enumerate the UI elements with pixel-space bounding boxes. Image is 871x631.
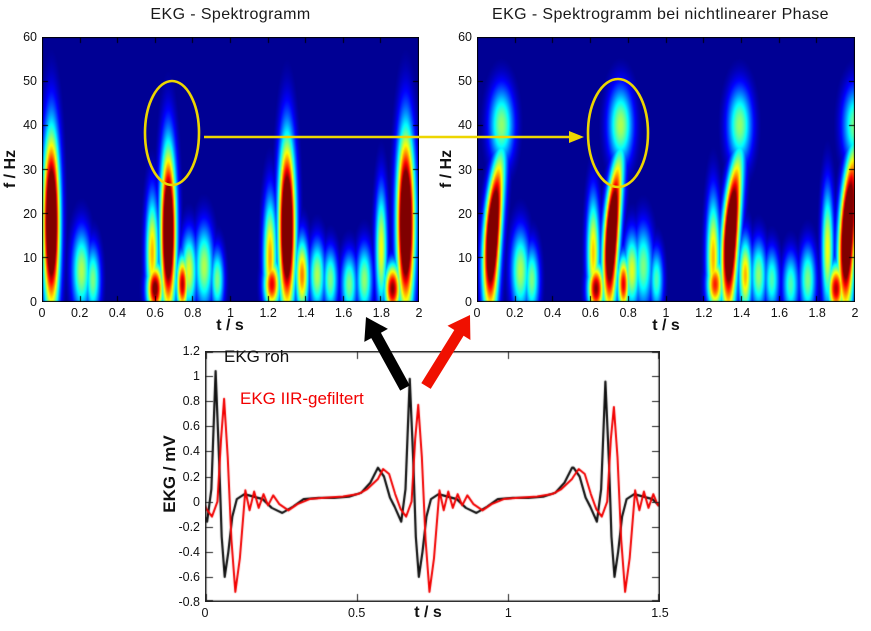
ekg-ytick-0.2: 0.2: [182, 469, 200, 484]
spec-left-xtick-1.2: 1.2: [259, 306, 277, 320]
spec-left-title: EKG - Spektrogramm: [150, 6, 311, 23]
spec-left-xtick-1.4: 1.4: [297, 306, 315, 320]
spec-left-ytick-20: 20: [23, 206, 37, 221]
spec-right-xtick-0.4: 0.4: [543, 306, 562, 320]
spec-left-xtick-0.2: 0.2: [70, 306, 89, 320]
spec-right-ytick-30: 30: [458, 162, 472, 177]
spec-left-xlabel: t / s: [216, 317, 244, 334]
spec-left-ytick-40: 40: [23, 118, 37, 133]
spec-right-xtick-0.8: 0.8: [619, 306, 637, 320]
legend-ekg-filtered: EKG IIR-gefiltert: [240, 389, 364, 408]
spec-left-xtick-0.8: 0.8: [184, 306, 202, 320]
spec-right-ytick-50: 50: [458, 74, 472, 89]
spec-right-xtick-1.4: 1.4: [732, 306, 751, 320]
spec-right-ytick-20: 20: [458, 206, 472, 221]
ekg-ytick-0.6: 0.6: [182, 419, 200, 434]
spec-left-ytick-60: 60: [23, 30, 37, 44]
spec-right-xtick-1.6: 1.6: [770, 306, 789, 320]
spec-right-title: EKG - Spektrogramm bei nichtlinearer Pha…: [492, 6, 829, 23]
spec-left-xtick-0.6: 0.6: [146, 306, 164, 320]
ekg-xtick-0: 0: [201, 606, 209, 620]
spec-left-ytick-30: 30: [23, 162, 37, 177]
ekg-ytick--0.4: -0.4: [178, 544, 200, 559]
spec-left-xtick-0: 0: [38, 306, 46, 320]
ekg-xtick-1.5: 1.5: [651, 606, 669, 620]
ekg-ytick-0.4: 0.4: [182, 444, 200, 459]
spec-right-ytick-0: 0: [465, 295, 472, 309]
spec-right-ytick-40: 40: [458, 118, 472, 133]
spec-left-xtick-0.4: 0.4: [108, 306, 127, 320]
spec-right-heatmap: [477, 37, 855, 302]
ekg-xtick-1: 1: [504, 606, 512, 620]
ekg-ytick--0.6: -0.6: [178, 569, 200, 584]
ekg-ytick-0: 0: [193, 494, 200, 509]
spec-left-ytick-10: 10: [23, 250, 37, 265]
spec-left-heatmap: [42, 37, 419, 302]
ekg-ytick-1: 1: [193, 369, 200, 384]
ekg-ytick-0.8: 0.8: [182, 394, 200, 409]
spec-right-xtick-1.8: 1.8: [808, 306, 826, 320]
spec-right-xtick-1.2: 1.2: [695, 306, 713, 320]
ekg-xtick-0.5: 0.5: [347, 606, 366, 620]
spec-right-ytick-60: 60: [458, 30, 472, 44]
spec-left-xtick-1.6: 1.6: [334, 306, 353, 320]
spec-right-xtick-1: 1: [662, 306, 670, 320]
spec-left-xtick-2: 2: [415, 306, 423, 320]
spec-right-xtick-2: 2: [851, 306, 859, 320]
spec-right-ytick-10: 10: [458, 250, 472, 265]
ekg-ytick-1.2: 1.2: [182, 344, 200, 358]
spec-right-xtick-0.2: 0.2: [506, 306, 524, 320]
ekg-ytick--0.2: -0.2: [178, 519, 200, 534]
ekg-line-plot: [205, 351, 660, 602]
spec-left-ytick-50: 50: [23, 74, 37, 89]
spec-left-ytick-0: 0: [30, 295, 37, 309]
ekg-xlabel: t / s: [414, 604, 442, 621]
spec-right-xtick-0: 0: [473, 306, 481, 320]
spec-left-xtick-1: 1: [227, 306, 234, 320]
ekg-ytick--0.8: -0.8: [178, 595, 200, 609]
spec-right-xtick-0.6: 0.6: [581, 306, 600, 320]
legend-ekg-raw: EKG roh: [224, 347, 290, 366]
spec-right-xlabel: t / s: [652, 317, 680, 334]
spec-left-xtick-1.8: 1.8: [372, 306, 390, 320]
